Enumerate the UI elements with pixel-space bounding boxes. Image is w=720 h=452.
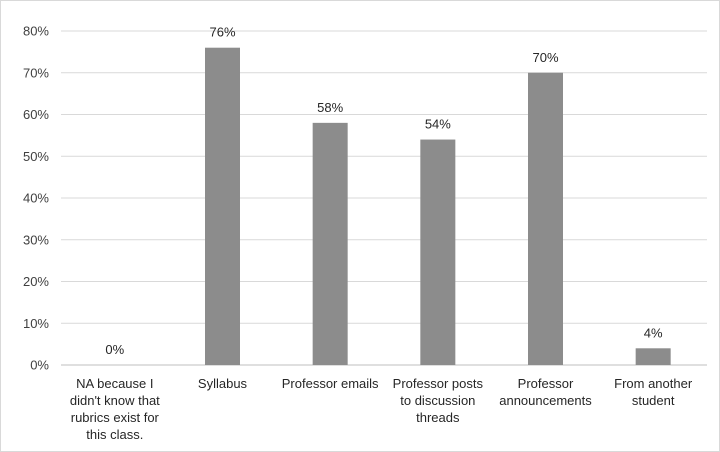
y-tick-label: 60% bbox=[23, 107, 49, 122]
x-category-label-line: threads bbox=[416, 410, 460, 425]
x-category-label: NA because I didn't know that rubrics exis… bbox=[70, 376, 160, 442]
x-category-label-line: Professor bbox=[518, 376, 574, 391]
bar bbox=[528, 72, 563, 365]
data-labels: 0% 76% 58% 54% 70% 4% bbox=[105, 25, 663, 357]
x-category-label-line: From another bbox=[614, 376, 693, 391]
y-tick-label: 30% bbox=[23, 232, 49, 247]
data-label: 76% bbox=[209, 25, 235, 40]
x-category-label: Professor emails bbox=[282, 376, 379, 391]
x-category-label-line: Professor emails bbox=[282, 376, 379, 391]
gridlines bbox=[61, 30, 707, 366]
x-category-label-line: Syllabus bbox=[198, 376, 248, 391]
y-tick-label: 70% bbox=[23, 65, 49, 80]
bar bbox=[312, 122, 348, 365]
y-axis-ticks: 0% 10% 20% 30% 40% 50% 60% 70% 80% bbox=[23, 24, 49, 373]
y-tick-label: 80% bbox=[23, 24, 49, 39]
y-tick-label: 20% bbox=[23, 274, 49, 289]
x-category-label-line: rubrics exist for bbox=[71, 410, 160, 425]
x-category-label: Professor announcements bbox=[499, 376, 592, 408]
bar bbox=[420, 139, 456, 365]
x-category-label: Professor posts to discussion threads bbox=[393, 376, 484, 425]
data-label: 70% bbox=[532, 50, 558, 65]
y-tick-label: 50% bbox=[23, 149, 49, 164]
x-category-label-line: Professor posts bbox=[393, 376, 484, 391]
x-category-label-line: announcements bbox=[499, 393, 592, 408]
bar bbox=[205, 47, 240, 365]
bar bbox=[635, 348, 671, 365]
y-tick-label: 0% bbox=[30, 358, 49, 373]
x-category-label-line: this class. bbox=[86, 427, 143, 442]
bars bbox=[205, 47, 671, 365]
x-category-label-line: student bbox=[632, 393, 675, 408]
data-label: 4% bbox=[644, 325, 663, 340]
data-label: 58% bbox=[317, 100, 343, 115]
x-category-label: Syllabus bbox=[198, 376, 248, 391]
x-category-label: From another student bbox=[614, 376, 693, 408]
data-label: 54% bbox=[425, 117, 451, 132]
x-category-label-line: to discussion bbox=[400, 393, 475, 408]
data-label: 0% bbox=[105, 342, 124, 357]
category-labels: NA because I didn't know that rubrics exis… bbox=[70, 376, 693, 442]
x-category-label-line: NA because I bbox=[76, 376, 153, 391]
x-category-label-line: didn't know that bbox=[70, 393, 160, 408]
y-tick-label: 10% bbox=[23, 316, 49, 331]
y-tick-label: 40% bbox=[23, 191, 49, 206]
